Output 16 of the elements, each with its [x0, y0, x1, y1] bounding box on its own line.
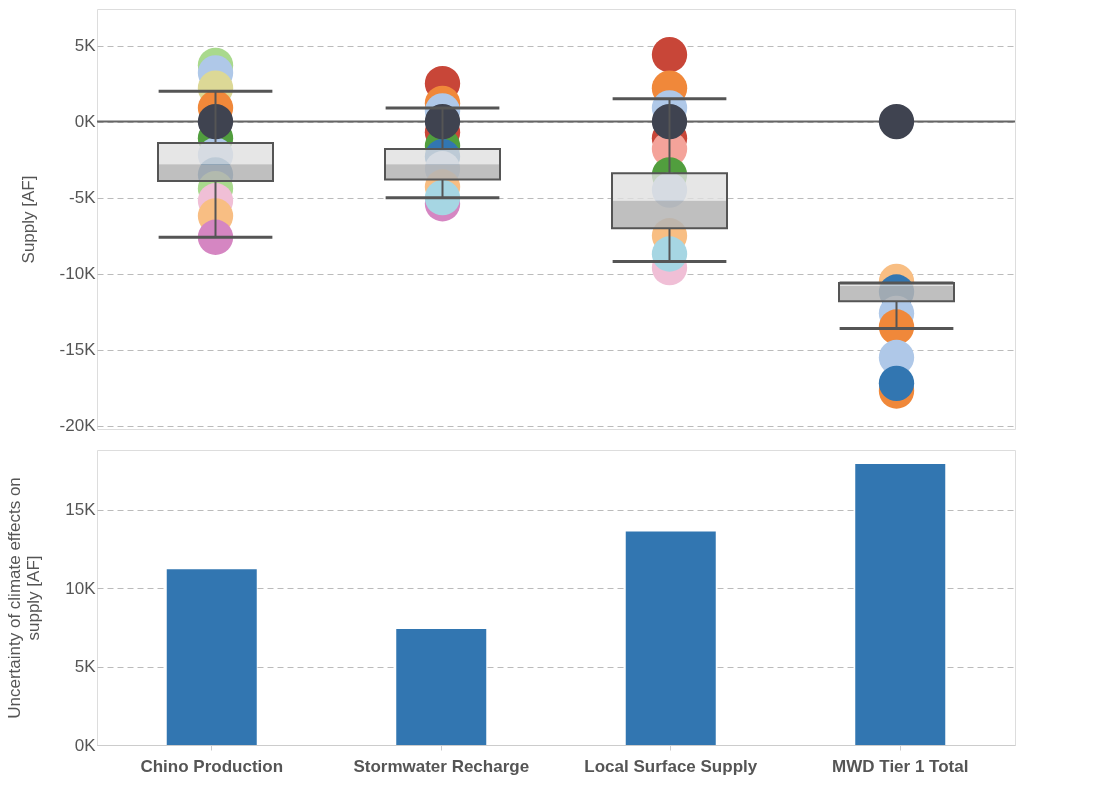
y-tick-label: 10K: [65, 578, 97, 598]
y-tick-label: -5K: [69, 188, 97, 208]
x-tick-label: Chino Production: [140, 756, 284, 776]
y-axis-title: Uncertainty of climate effects on supply [AF]: [5, 477, 44, 719]
y-tick-label: -15K: [59, 340, 97, 360]
y-tick-label: 5K: [74, 657, 97, 677]
x-tick-label: Local Surface Supply: [584, 756, 758, 776]
y-tick-label: 15K: [65, 500, 97, 520]
y-tick-label: -20K: [59, 416, 97, 436]
y-tick-label: 0K: [74, 112, 97, 132]
x-tick-label: MWD Tier 1 Total: [832, 756, 969, 776]
y-tick-label: 5K: [74, 36, 97, 56]
y-tick-label: 0K: [74, 735, 97, 755]
y-axis-title: Supply [AF]: [18, 175, 38, 264]
y-tick-label: -10K: [59, 264, 97, 284]
x-tick-label: Stormwater Recharge: [353, 756, 530, 776]
